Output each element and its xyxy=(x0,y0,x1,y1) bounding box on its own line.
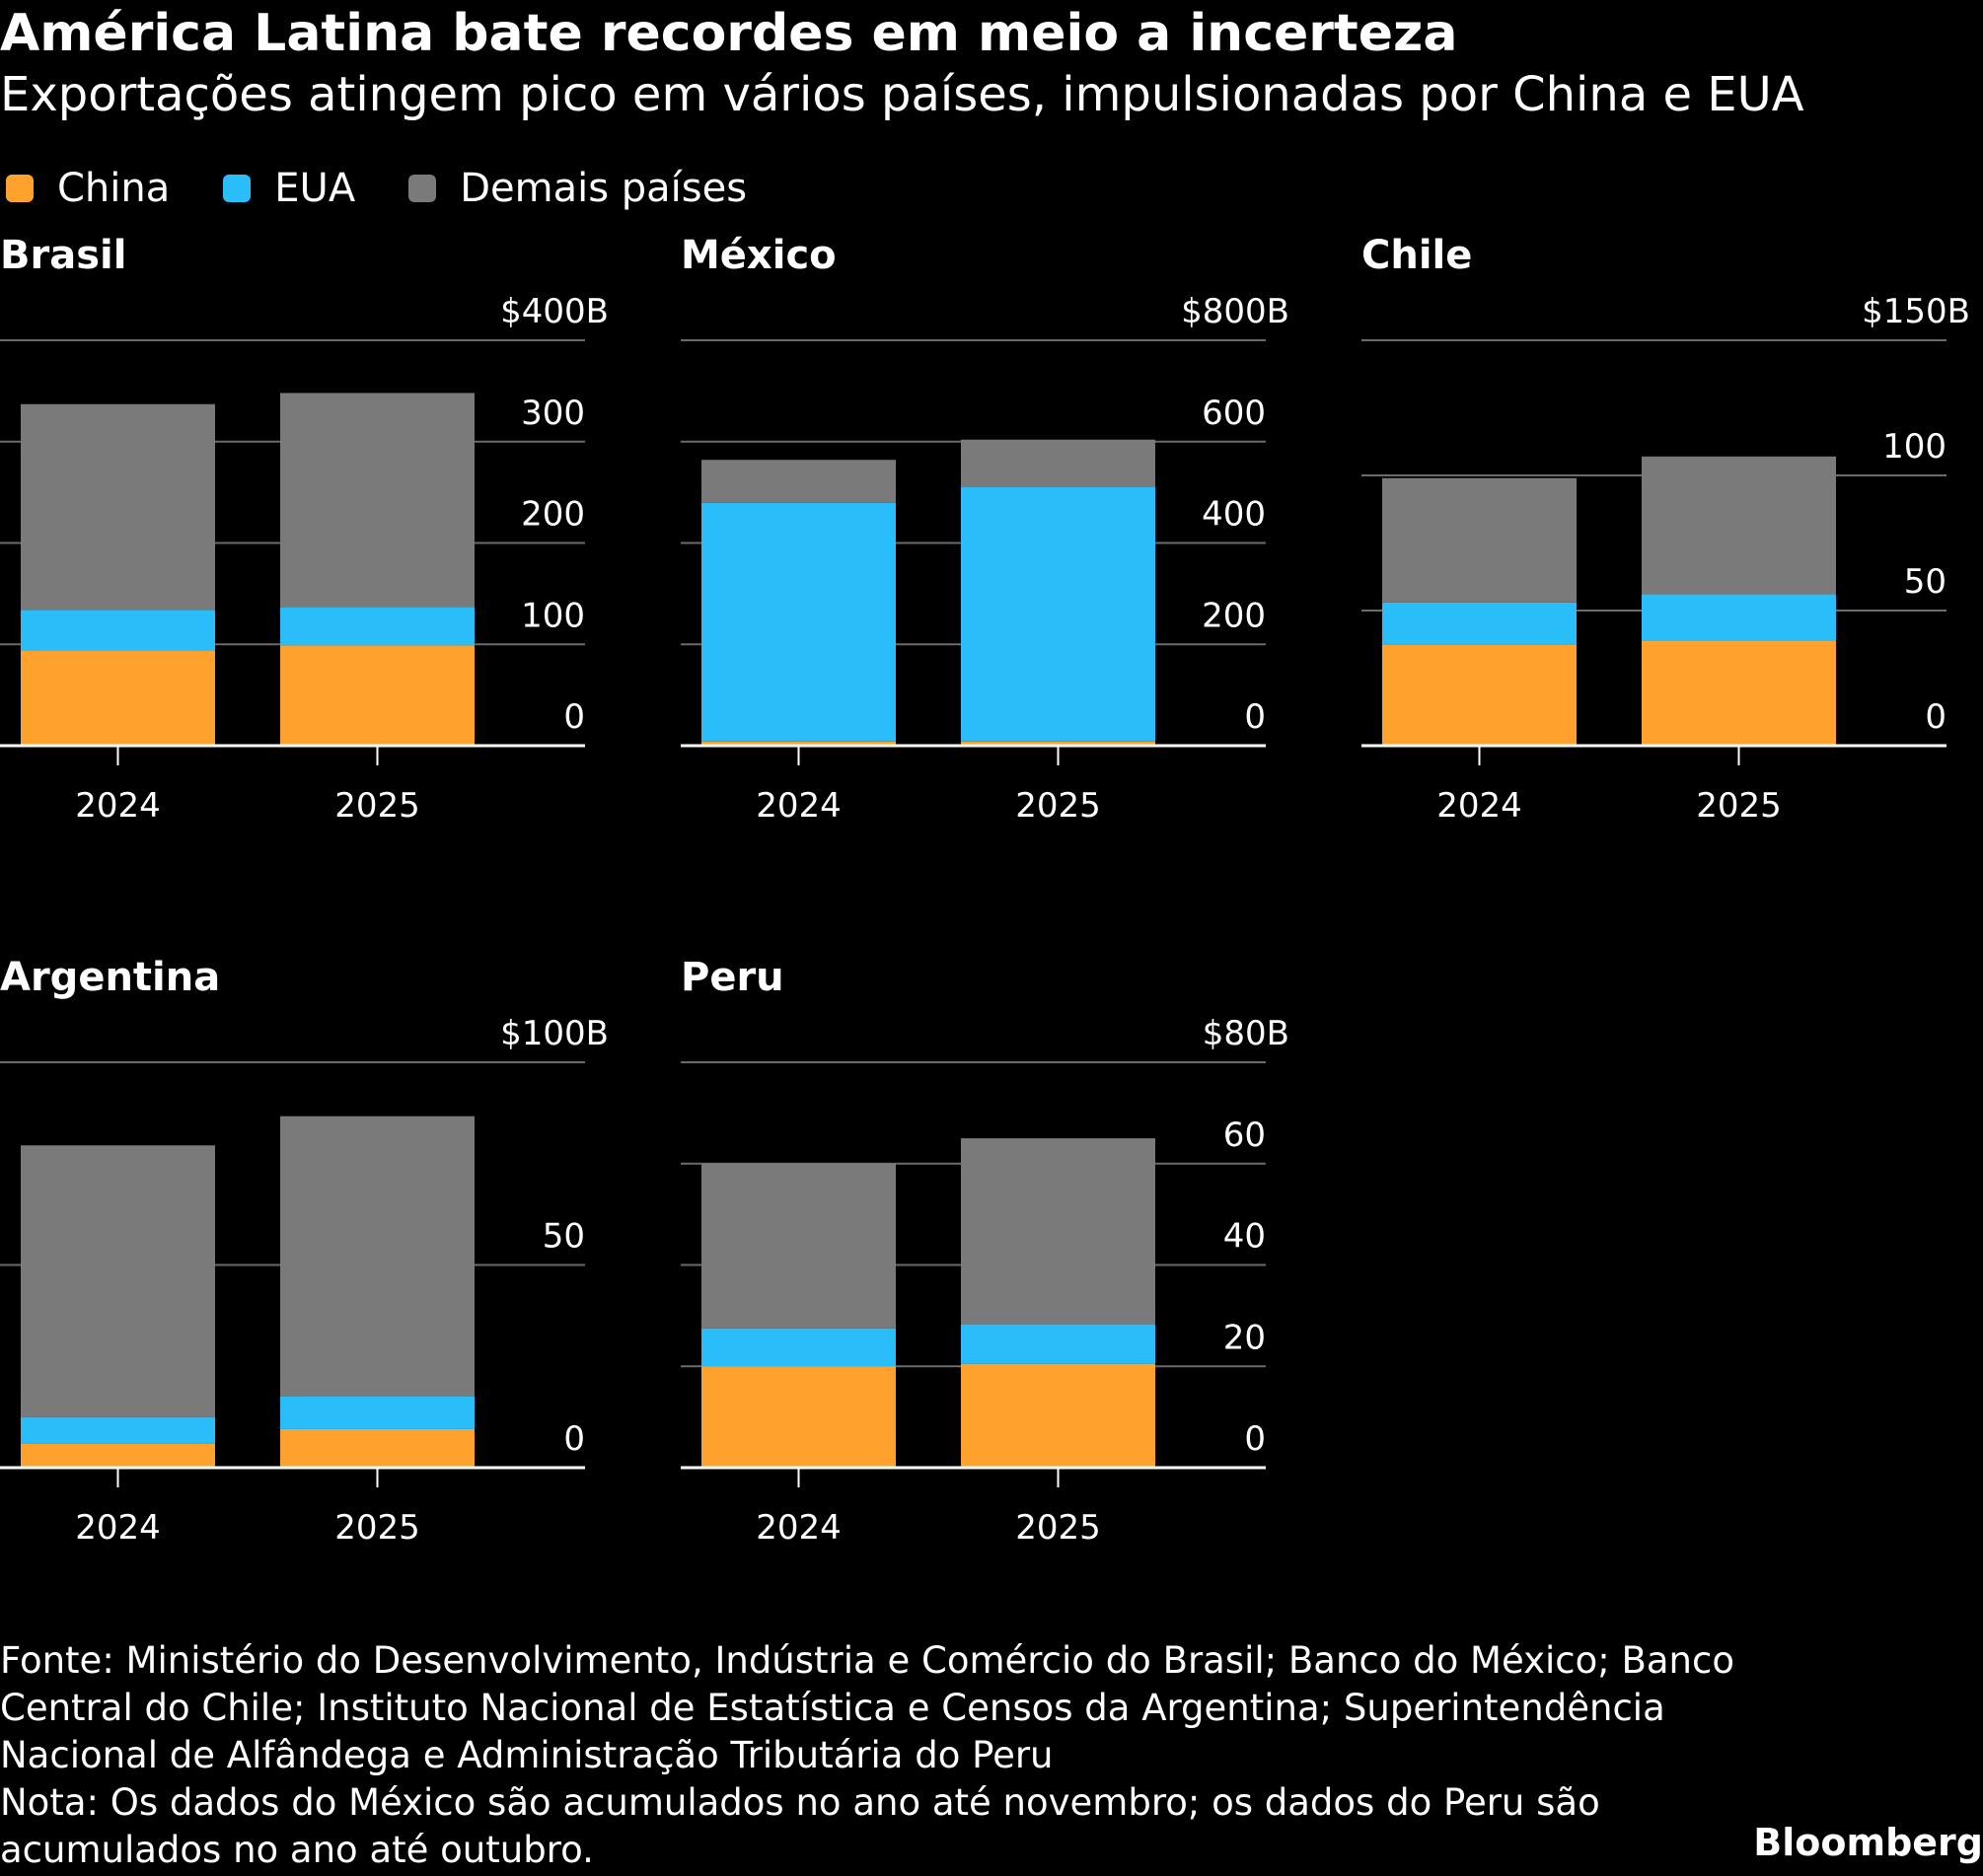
panel-title: Argentina xyxy=(0,955,220,1000)
y-tick-label: $100B xyxy=(500,1014,609,1053)
y-tick-label: 60 xyxy=(1223,1116,1266,1155)
source-line: Nacional de Alfândega e Administração Tr… xyxy=(0,1734,1054,1776)
y-tick-label: 600 xyxy=(1202,394,1266,433)
note-line: Nota: Os dados do México são acumulados … xyxy=(0,1781,1600,1824)
bar-segment-china-2025 xyxy=(280,1428,475,1468)
note-line: acumulados no ano até outubro. xyxy=(0,1829,594,1871)
legend-label-eua: EUA xyxy=(274,166,356,211)
y-tick-label: 20 xyxy=(1223,1318,1266,1357)
bar-segment-china-2024 xyxy=(701,741,896,746)
y-tick-label: 0 xyxy=(1244,1419,1266,1459)
bar-segment-china-2024 xyxy=(21,1443,215,1468)
bar-segment-eua-2024 xyxy=(1382,602,1577,645)
y-tick-label: 50 xyxy=(1904,562,1946,602)
bar-segment-china-2025 xyxy=(280,645,475,746)
x-tick-label: 2025 xyxy=(1696,786,1782,826)
y-tick-label: 0 xyxy=(1925,697,1946,737)
y-tick-label: 40 xyxy=(1223,1217,1266,1257)
chart-panel-argentina: Argentina 0 50 $100B 2024 2025 xyxy=(0,955,609,1548)
bar-segment-demais-países-2025 xyxy=(280,1116,475,1397)
bar-segment-eua-2025 xyxy=(1642,594,1836,641)
legend-item-demais: Demais países xyxy=(403,166,747,211)
y-tick-label: 400 xyxy=(1202,495,1266,535)
source-notes: Fonte: Ministério do Desenvolvimento, In… xyxy=(0,1637,1796,1874)
legend-swatch-demais xyxy=(408,175,437,202)
y-tick-label: 200 xyxy=(521,495,585,535)
bloomberg-logo: Bloomberg xyxy=(1753,1821,1983,1864)
bar-segment-demais-países-2024 xyxy=(701,460,896,503)
y-tick-label: $150B xyxy=(1862,292,1970,331)
bar-segment-demais-países-2024 xyxy=(21,1145,215,1417)
x-tick-label: 2024 xyxy=(756,786,842,826)
bar-segment-china-2024 xyxy=(701,1366,896,1468)
chart-panel-brasil: Brasil 0 100 200 300 $400B 2024 2025 xyxy=(0,233,609,826)
y-tick-label: 0 xyxy=(563,1419,585,1459)
bar-segment-china-2024 xyxy=(21,650,215,746)
bar-segment-china-2025 xyxy=(961,1363,1155,1468)
source-line: Central do Chile; Instituto Nacional de … xyxy=(0,1687,1665,1729)
panel-title: Peru xyxy=(681,955,784,1000)
bar-segment-eua-2024 xyxy=(21,1416,215,1444)
y-tick-label: $80B xyxy=(1203,1014,1289,1053)
bar-segment-demais-países-2024 xyxy=(701,1163,896,1329)
chart-panel-peru: Peru 0 20 40 60 $80B 2024 2025 xyxy=(681,955,1289,1548)
chart-panel-méxico: México 0 200 400 600 $800B 2024 2025 xyxy=(681,233,1289,826)
bar-segment-eua-2025 xyxy=(961,486,1155,742)
bar-segment-demais-países-2024 xyxy=(1382,477,1577,603)
x-tick-label: 2025 xyxy=(334,1508,420,1548)
bar-segment-china-2025 xyxy=(961,741,1155,746)
y-tick-label: 200 xyxy=(1202,596,1266,635)
y-tick-label: $400B xyxy=(500,292,609,331)
legend-label-china: China xyxy=(57,166,171,211)
y-tick-label: 0 xyxy=(563,697,585,737)
y-tick-label: 100 xyxy=(1882,427,1946,467)
chart-panel-chile: Chile 0 50 100 $150B 2024 2025 xyxy=(1361,233,1970,826)
x-tick-label: 2025 xyxy=(1015,786,1101,826)
y-tick-label: 0 xyxy=(1244,697,1266,737)
legend-swatch-china xyxy=(6,175,34,202)
y-tick-label: $800B xyxy=(1181,292,1289,331)
x-tick-label: 2025 xyxy=(1015,1508,1101,1548)
y-tick-label: 50 xyxy=(543,1217,585,1257)
bar-segment-eua-2025 xyxy=(280,1396,475,1429)
bar-segment-eua-2024 xyxy=(701,1328,896,1367)
bar-segment-demais-países-2025 xyxy=(1642,456,1836,595)
panel-title: Chile xyxy=(1361,233,1472,278)
bar-segment-demais-países-2024 xyxy=(21,403,215,611)
bar-segment-eua-2024 xyxy=(21,610,215,651)
bar-segment-eua-2024 xyxy=(701,502,896,742)
panel-title: México xyxy=(681,233,837,278)
y-tick-label: 300 xyxy=(521,394,585,433)
source-line: Fonte: Ministério do Desenvolvimento, In… xyxy=(0,1639,1734,1682)
bar-segment-eua-2025 xyxy=(280,607,475,646)
x-tick-label: 2024 xyxy=(75,786,161,826)
y-tick-label: 100 xyxy=(521,596,585,635)
bar-segment-demais-países-2025 xyxy=(280,393,475,608)
x-tick-label: 2024 xyxy=(756,1508,842,1548)
bar-segment-demais-países-2025 xyxy=(961,439,1155,487)
legend: China EUA Demais países xyxy=(0,164,794,213)
chart-subtitle: Exportações atingem pico em vários paíse… xyxy=(0,67,1804,122)
x-tick-label: 2024 xyxy=(1436,786,1522,826)
legend-item-eua: EUA xyxy=(217,166,355,211)
bar-segment-china-2025 xyxy=(1642,640,1836,746)
legend-label-demais: Demais países xyxy=(460,166,748,211)
legend-swatch-eua xyxy=(223,175,252,202)
bar-segment-demais-países-2025 xyxy=(961,1138,1155,1325)
bar-segment-china-2024 xyxy=(1382,644,1577,746)
bar-segment-eua-2025 xyxy=(961,1324,1155,1364)
chart-title: América Latina bate recordes em meio a i… xyxy=(0,4,1458,63)
x-tick-label: 2024 xyxy=(75,1508,161,1548)
x-tick-label: 2025 xyxy=(334,786,420,826)
panel-title: Brasil xyxy=(0,233,126,278)
legend-item-china: China xyxy=(0,166,170,211)
